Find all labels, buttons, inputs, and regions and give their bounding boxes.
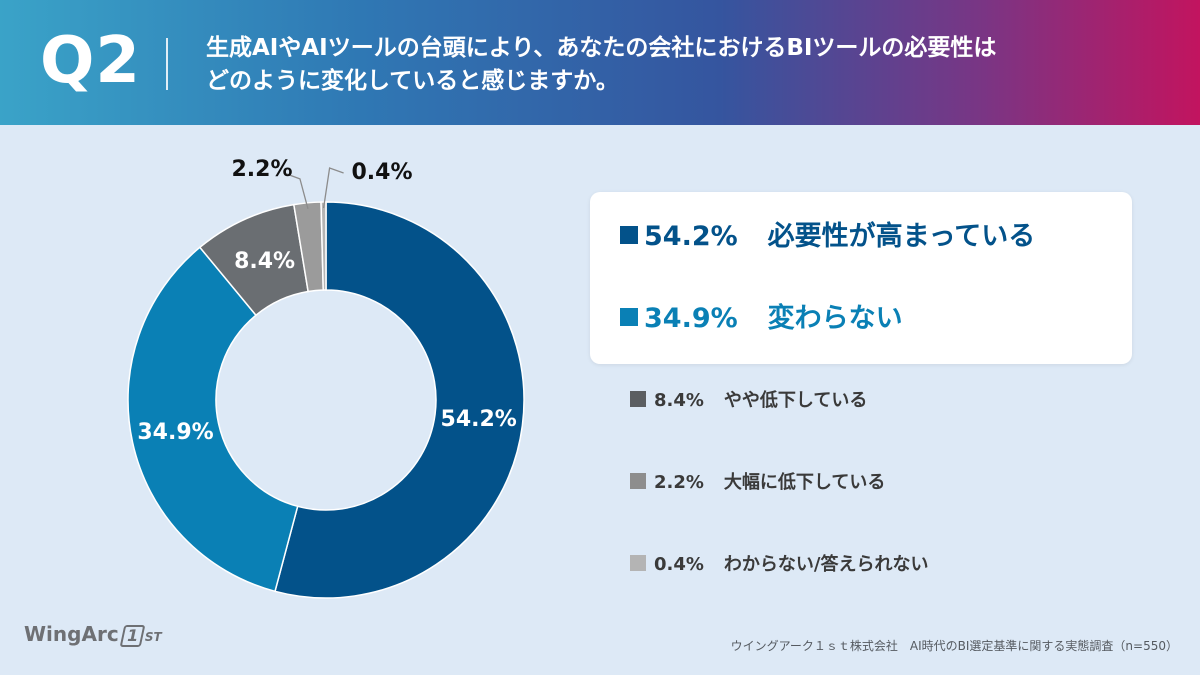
legend-swatch xyxy=(630,473,646,489)
legend-label: 必要性が高まっている xyxy=(767,221,1036,252)
header-divider xyxy=(166,38,168,90)
legend-item-unchanged: 34.9% 変わらない xyxy=(620,296,903,335)
legend-label: わからない/答えられない xyxy=(723,554,929,575)
legend-item-slightly-decreasing: 8.4% やや低下している xyxy=(630,386,867,412)
question-title-line-2: どのように変化していると感じますか。 xyxy=(206,68,619,94)
data-label-2: 34.9% xyxy=(137,420,213,445)
wingarc-logo: WingArc 1 ST xyxy=(24,622,162,647)
legend-label: 大幅に低下している xyxy=(723,472,886,493)
legend-pct: 2.2% xyxy=(654,472,704,493)
source-footer: ウイングアーク１ｓｔ株式会社 AI時代のBI選定基準に関する実態調査（n=550… xyxy=(730,639,1178,653)
legend-swatch xyxy=(630,555,646,571)
legend-swatch xyxy=(620,308,638,326)
legend-swatch xyxy=(620,226,638,244)
legend-pct: 54.2% xyxy=(644,221,738,252)
leader-line-4 xyxy=(283,172,309,210)
logo-mark: 1 xyxy=(119,625,146,647)
donut-slice-5 xyxy=(320,201,327,291)
data-label-5: 0.4% xyxy=(351,160,412,185)
legend-swatch xyxy=(630,391,646,407)
legend-pct: 0.4% xyxy=(654,554,704,575)
legend-item-increasing: 54.2% 必要性が高まっている xyxy=(620,214,1035,253)
header-banner: Q2 生成AIやAIツールの台頭により、あなたの会社におけるBIツールの必要性は… xyxy=(0,0,1200,125)
question-title-line-1: 生成AIやAIツールの台頭により、あなたの会社におけるBIツールの必要性は xyxy=(206,35,997,61)
donut-chart: 54.2% 34.9% 8.4% 2.2% 0.4% xyxy=(127,157,525,599)
legend-label: やや低下している xyxy=(723,390,868,411)
legend-pct: 8.4% xyxy=(654,390,704,411)
legend-item-greatly-decreasing: 2.2% 大幅に低下している xyxy=(630,468,885,494)
data-label-4: 2.2% xyxy=(231,157,292,182)
question-title: 生成AIやAIツールの台頭により、あなたの会社におけるBIツールの必要性は どの… xyxy=(206,32,1166,98)
logo-suffix: ST xyxy=(144,630,162,644)
question-number: Q2 xyxy=(40,24,141,98)
data-label-1: 54.2% xyxy=(441,407,517,432)
legend-label: 変わらない xyxy=(767,303,903,334)
logo-text: WingArc xyxy=(24,622,119,646)
legend-pct: 34.9% xyxy=(644,303,738,334)
data-label-3: 8.4% xyxy=(234,249,295,274)
legend-highlight-box: 54.2% 必要性が高まっている 34.9% 変わらない xyxy=(590,192,1132,364)
legend-item-unknown: 0.4% わからない/答えられない xyxy=(630,550,929,576)
leader-line-5 xyxy=(322,167,344,209)
donut-slice-1 xyxy=(274,201,525,599)
donut-slice-2 xyxy=(127,246,299,593)
